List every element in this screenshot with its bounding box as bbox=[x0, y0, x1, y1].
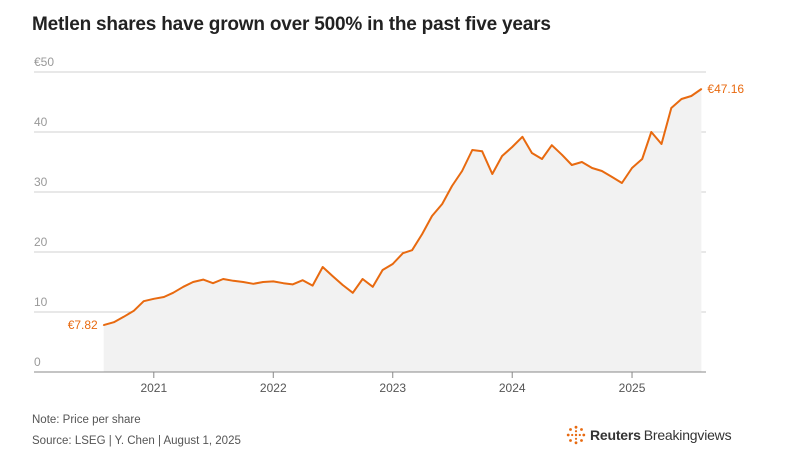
data-point bbox=[650, 131, 653, 133]
data-point bbox=[611, 176, 613, 178]
area-fill bbox=[103, 89, 702, 372]
chart-title: Metlen shares have grown over 500% in th… bbox=[32, 14, 551, 35]
data-point bbox=[531, 152, 533, 154]
data-point bbox=[371, 286, 374, 288]
data-point bbox=[192, 281, 194, 283]
data-point bbox=[511, 146, 514, 148]
data-point bbox=[163, 296, 165, 298]
data-point bbox=[172, 292, 174, 294]
data-point bbox=[501, 155, 503, 157]
x-tick-label: 2025 bbox=[619, 381, 646, 395]
data-point bbox=[301, 279, 304, 282]
data-point bbox=[541, 158, 543, 160]
data-point bbox=[660, 143, 663, 145]
data-point bbox=[381, 269, 384, 271]
axes bbox=[34, 371, 706, 378]
data-point bbox=[641, 158, 643, 160]
data-point bbox=[621, 182, 623, 184]
chart-note: Note: Price per share bbox=[32, 414, 141, 426]
data-point bbox=[481, 150, 483, 152]
data-point bbox=[391, 263, 394, 265]
x-tick-label: 2024 bbox=[499, 381, 526, 395]
y-tick-label: 30 bbox=[34, 175, 48, 189]
data-point bbox=[570, 164, 573, 166]
data-point bbox=[441, 203, 443, 205]
data-point bbox=[202, 278, 205, 281]
data-point bbox=[252, 283, 255, 285]
data-point bbox=[291, 283, 294, 286]
data-point bbox=[461, 170, 463, 172]
data-point bbox=[411, 249, 413, 251]
area-under-line bbox=[103, 89, 702, 372]
chart-source: Source: LSEG | Y. Chen | August 1, 2025 bbox=[32, 435, 241, 447]
data-point bbox=[212, 282, 214, 285]
y-tick-label: €50 bbox=[34, 55, 54, 69]
data-point bbox=[222, 278, 224, 280]
x-tick-label: 2023 bbox=[379, 381, 406, 395]
data-point bbox=[262, 281, 264, 283]
data-point bbox=[352, 292, 354, 294]
y-tick-label: 0 bbox=[34, 355, 41, 369]
data-point bbox=[122, 316, 125, 318]
price-line bbox=[102, 88, 703, 327]
data-point bbox=[361, 278, 364, 280]
data-point bbox=[113, 321, 115, 324]
data-point bbox=[551, 144, 553, 146]
data-point bbox=[321, 266, 324, 268]
data-point bbox=[700, 88, 703, 90]
data-point bbox=[341, 284, 344, 286]
data-point bbox=[561, 154, 563, 156]
data-point bbox=[402, 252, 404, 254]
data-point bbox=[133, 310, 135, 312]
data-point bbox=[142, 300, 145, 303]
data-point bbox=[331, 275, 334, 277]
data-point bbox=[232, 280, 235, 282]
data-point bbox=[471, 149, 474, 151]
data-point bbox=[421, 233, 424, 235]
y-tick-label: 10 bbox=[34, 295, 48, 309]
data-point bbox=[491, 173, 494, 175]
data-point bbox=[282, 282, 285, 285]
labels: 0 10 20 30 40 €50 2021 2022 2023 2024 2025 €7.82 €47… bbox=[34, 55, 744, 395]
y-tick-label: 40 bbox=[34, 115, 48, 129]
data-point bbox=[670, 107, 673, 109]
data-point bbox=[631, 167, 633, 169]
reuters-dots-icon bbox=[566, 425, 586, 445]
x-tick-label: 2021 bbox=[140, 381, 167, 395]
data-point bbox=[680, 98, 683, 100]
brand-name-regular: Breakingviews bbox=[643, 427, 732, 443]
data-point bbox=[153, 298, 155, 300]
data-point bbox=[242, 281, 244, 283]
data-point bbox=[431, 215, 433, 217]
end-value-label: €47.16 bbox=[707, 82, 744, 96]
data-point bbox=[601, 170, 603, 172]
data-point bbox=[311, 284, 314, 287]
x-tick-label: 2022 bbox=[260, 381, 287, 395]
data-point bbox=[690, 95, 693, 97]
y-tick-label: 20 bbox=[34, 235, 48, 249]
data-point bbox=[591, 167, 593, 169]
data-point bbox=[272, 280, 275, 283]
data-point bbox=[182, 286, 185, 288]
reuters-breakingviews-logo: Reuters Breakingviews bbox=[566, 425, 732, 445]
brand-name-bold: Reuters bbox=[590, 427, 641, 443]
data-point bbox=[581, 161, 583, 163]
start-value-label: €7.82 bbox=[68, 318, 98, 332]
data-point bbox=[102, 324, 105, 326]
data-point bbox=[521, 136, 524, 138]
data-point bbox=[451, 185, 453, 187]
